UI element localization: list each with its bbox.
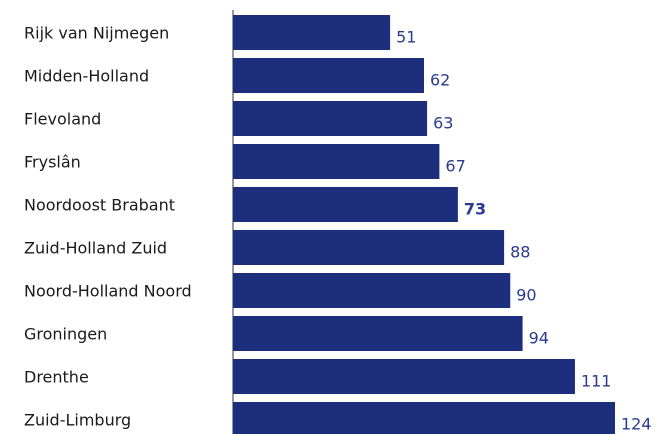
category-label-0: Rijk van Nijmegen — [24, 24, 169, 43]
category-label-8: Drenthe — [24, 368, 89, 387]
category-label-6: Noord-Holland Noord — [24, 282, 192, 301]
bar-8 — [233, 359, 575, 394]
value-label-6: 90 — [516, 286, 536, 305]
value-label-4: 73 — [464, 200, 486, 219]
value-label-2: 63 — [433, 114, 453, 133]
category-label-4: Noordoost Brabant — [24, 196, 175, 215]
category-labels-group: Rijk van Nijmegen Midden-Holland Flevoland… — [24, 24, 192, 430]
category-label-5: Zuid-Holland Zuid — [24, 239, 167, 258]
value-label-1: 62 — [430, 71, 450, 90]
bar-3 — [233, 144, 440, 179]
bar-4 — [233, 187, 458, 222]
value-label-9: 124 — [621, 415, 652, 434]
category-label-3: Fryslân — [24, 153, 81, 172]
bar-2 — [233, 101, 428, 136]
value-label-0: 51 — [396, 28, 416, 47]
value-label-3: 67 — [445, 157, 465, 176]
bar-9 — [233, 402, 615, 434]
bar-6 — [233, 273, 511, 308]
bar-0 — [233, 15, 391, 50]
category-label-1: Midden-Holland — [24, 67, 149, 86]
value-label-8: 111 — [581, 372, 612, 391]
bars-group — [233, 15, 615, 434]
bar-7 — [233, 316, 523, 351]
value-label-7: 94 — [529, 329, 549, 348]
category-label-9: Zuid-Limburg — [24, 411, 131, 430]
category-label-7: Groningen — [24, 325, 107, 344]
bar-1 — [233, 58, 424, 93]
bar-5 — [233, 230, 505, 265]
category-label-2: Flevoland — [24, 110, 101, 129]
value-label-5: 88 — [510, 243, 530, 262]
value-labels-group: 51 62 63 67 73 88 90 94 111 124 — [396, 28, 651, 434]
